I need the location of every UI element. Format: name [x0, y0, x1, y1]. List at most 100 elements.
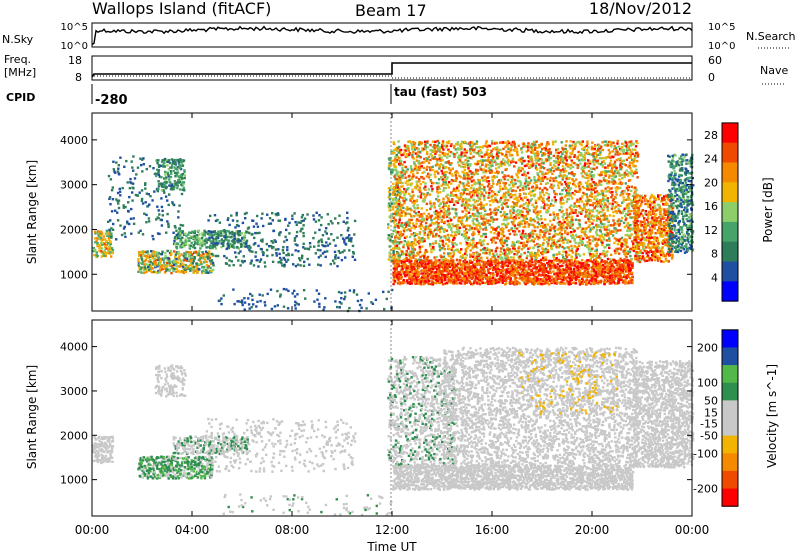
- power-cell-8: [532, 272, 535, 275]
- power-cell-9: [516, 176, 520, 179]
- power-cell-9: [445, 238, 448, 241]
- power-cell-8: [578, 266, 582, 269]
- power-cell-4: [182, 243, 185, 247]
- power-cell-5: [353, 258, 357, 261]
- power-cell-0: [98, 237, 101, 241]
- power-cell-2: [158, 184, 161, 187]
- power-cell-9: [421, 236, 424, 240]
- power-cell-9: [410, 226, 413, 229]
- power-cell-8: [575, 262, 578, 265]
- power-cell-3: [163, 261, 166, 264]
- power-cell-9: [460, 145, 463, 148]
- power-cell-8: [622, 279, 625, 283]
- power-cell-9: [469, 152, 472, 155]
- power-cell-9: [436, 163, 439, 166]
- power-cell-1: [128, 195, 131, 199]
- power-cell-9: [483, 221, 486, 224]
- power-cell-8: [410, 260, 413, 263]
- power-cell-3: [188, 267, 191, 270]
- power-cell-8: [497, 277, 500, 281]
- power-cell-8: [532, 277, 536, 280]
- power-cell-3: [150, 250, 153, 253]
- power-cell-8: [455, 271, 458, 275]
- power-cell-8: [392, 267, 396, 270]
- power-cell-8: [544, 277, 548, 280]
- power-cell-8: [547, 263, 550, 266]
- power-cell-8: [487, 271, 490, 274]
- power-cell-9: [429, 230, 432, 233]
- power-cell-5: [227, 245, 230, 248]
- power-cell-9: [447, 148, 450, 151]
- power-cell-9: [392, 199, 395, 202]
- power-cell-8: [474, 270, 478, 273]
- power-cell-2: [165, 176, 168, 179]
- power-cell-9: [403, 160, 406, 164]
- power-cell-4: [193, 246, 197, 250]
- power-cell-8: [604, 262, 607, 265]
- power-cell-9: [487, 176, 490, 179]
- power-cell-8: [539, 258, 543, 262]
- power-cell-9: [464, 250, 468, 253]
- power-cell-4: [227, 243, 231, 246]
- power-cell-9: [407, 140, 410, 143]
- power-cell-1: [121, 186, 124, 190]
- power-cell-9: [413, 143, 416, 146]
- power-cell-8: [624, 279, 627, 282]
- power-cell-8: [511, 268, 515, 272]
- power-cell-1: [115, 161, 118, 164]
- power-cell-6: [356, 299, 360, 303]
- power-cell-8: [420, 263, 423, 266]
- power-cell-5: [352, 251, 355, 254]
- power-cell-8: [448, 269, 452, 272]
- power-cell-7: [393, 226, 396, 229]
- power-cell-9: [401, 250, 404, 253]
- power-cell-8: [496, 265, 499, 268]
- power-cell-8: [560, 280, 563, 283]
- power-cell-4: [173, 240, 176, 243]
- power-cell-3: [163, 271, 167, 274]
- power-cell-5: [291, 214, 294, 217]
- power-cell-3: [176, 264, 179, 268]
- power-cell-8: [471, 268, 474, 271]
- power-cell-5: [348, 237, 351, 240]
- power-cell-9: [409, 171, 413, 174]
- power-cell-1: [168, 193, 171, 196]
- power-cell-6: [296, 293, 299, 296]
- power-cell-6: [276, 289, 279, 293]
- power-cell-9: [418, 186, 421, 189]
- power-cell-1: [142, 157, 145, 160]
- power-cell-5: [237, 252, 240, 255]
- power-cell-3: [198, 263, 201, 266]
- power-cell-9: [424, 185, 427, 188]
- power-cell-9: [400, 221, 404, 225]
- power-cell-9: [457, 189, 460, 192]
- power-cell-9: [426, 255, 430, 259]
- power-cell-9: [417, 242, 421, 245]
- power-cell-5: [349, 238, 352, 241]
- power-cell-8: [433, 272, 436, 275]
- power-cell-9: [431, 221, 434, 225]
- power-cell-8: [406, 265, 410, 268]
- power-cell-9: [448, 171, 451, 175]
- power-cell-9: [422, 217, 426, 220]
- power-cell-9: [396, 198, 399, 202]
- power-cell-4: [195, 237, 199, 241]
- power-cell-4: [243, 234, 246, 237]
- power-cell-8: [505, 268, 508, 271]
- power-cell-0: [105, 240, 108, 243]
- power-cell-7: [391, 232, 394, 236]
- power-cell-9: [450, 228, 453, 231]
- power-cell-3: [185, 259, 189, 262]
- power-cell-4: [184, 238, 187, 241]
- power-cell-9: [516, 197, 519, 200]
- power-cell-9: [463, 140, 467, 144]
- power-cell-8: [476, 282, 479, 285]
- power-cell-0: [96, 231, 100, 235]
- power-cell-8: [529, 264, 532, 268]
- power-cell-8: [403, 262, 406, 265]
- power-cell-4: [212, 244, 215, 247]
- power-cell-8: [418, 280, 421, 283]
- power-cell-8: [612, 278, 615, 282]
- power-cell-9: [408, 224, 411, 227]
- power-cell-7: [387, 187, 391, 190]
